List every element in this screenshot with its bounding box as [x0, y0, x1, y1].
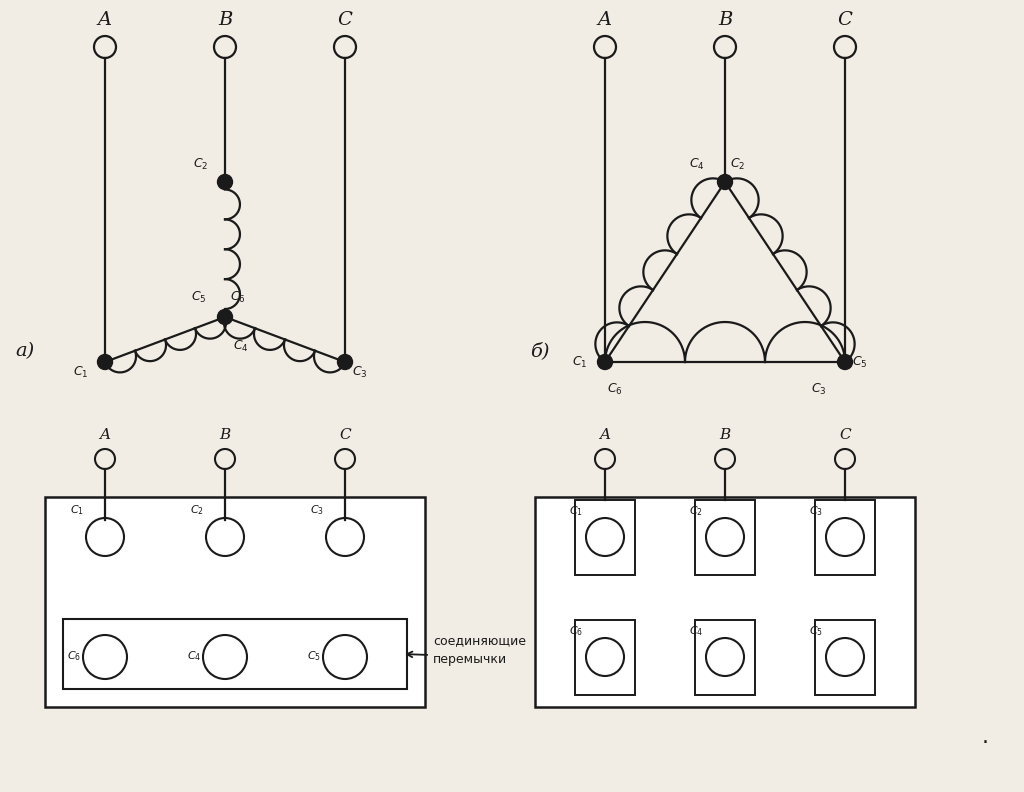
Text: б): б)	[530, 342, 550, 360]
Text: A: A	[98, 11, 112, 29]
Text: $C_4$: $C_4$	[186, 649, 201, 663]
Text: $C_4$: $C_4$	[689, 625, 703, 638]
Text: $C_5$: $C_5$	[809, 625, 823, 638]
Text: $C_1$: $C_1$	[70, 503, 84, 517]
Text: $C_5$: $C_5$	[307, 649, 321, 663]
Text: A: A	[99, 428, 111, 442]
Bar	[695, 500, 755, 574]
Text: $C_5$: $C_5$	[191, 290, 207, 305]
Bar	[63, 619, 407, 689]
Text: $C_6$: $C_6$	[607, 382, 623, 397]
Bar	[815, 619, 874, 695]
Bar	[45, 497, 425, 707]
Text: A: A	[598, 11, 612, 29]
Bar	[535, 497, 915, 707]
Text: $C_6$: $C_6$	[569, 625, 583, 638]
Text: $C_2$: $C_2$	[730, 157, 745, 172]
Text: $C_6$: $C_6$	[67, 649, 81, 663]
Text: $C_2$: $C_2$	[193, 157, 208, 172]
Text: C: C	[840, 428, 851, 442]
Text: $C_2$: $C_2$	[689, 505, 703, 518]
Text: C: C	[338, 11, 352, 29]
Text: C: C	[838, 11, 852, 29]
Text: $C_4$: $C_4$	[233, 339, 249, 354]
Text: B: B	[718, 11, 732, 29]
Bar	[695, 619, 755, 695]
Circle shape	[597, 355, 612, 370]
Text: B: B	[720, 428, 731, 442]
Text: $C_1$: $C_1$	[569, 505, 583, 518]
Bar	[575, 500, 635, 574]
Text: $C_5$: $C_5$	[852, 355, 867, 370]
Circle shape	[97, 355, 113, 370]
Text: B: B	[218, 11, 232, 29]
Text: A: A	[599, 428, 610, 442]
Text: B: B	[219, 428, 230, 442]
Circle shape	[718, 174, 732, 189]
Text: $C_3$: $C_3$	[809, 505, 823, 518]
Text: $C_3$: $C_3$	[310, 503, 324, 517]
Circle shape	[838, 355, 853, 370]
Circle shape	[217, 174, 232, 189]
Text: соединяющие
перемычки: соединяющие перемычки	[433, 634, 526, 665]
Text: $C_1$: $C_1$	[73, 365, 88, 380]
Circle shape	[338, 355, 352, 370]
Text: $C_3$: $C_3$	[811, 382, 827, 397]
Text: C: C	[339, 428, 351, 442]
Text: $C_2$: $C_2$	[190, 503, 204, 517]
Text: .: .	[981, 727, 988, 747]
Bar	[815, 500, 874, 574]
Text: $C_4$: $C_4$	[689, 157, 705, 172]
Circle shape	[217, 310, 232, 325]
Text: $C_3$: $C_3$	[352, 365, 368, 380]
Text: а): а)	[15, 342, 34, 360]
Text: $C_6$: $C_6$	[230, 290, 246, 305]
Bar	[575, 619, 635, 695]
Text: $C_1$: $C_1$	[571, 355, 587, 370]
